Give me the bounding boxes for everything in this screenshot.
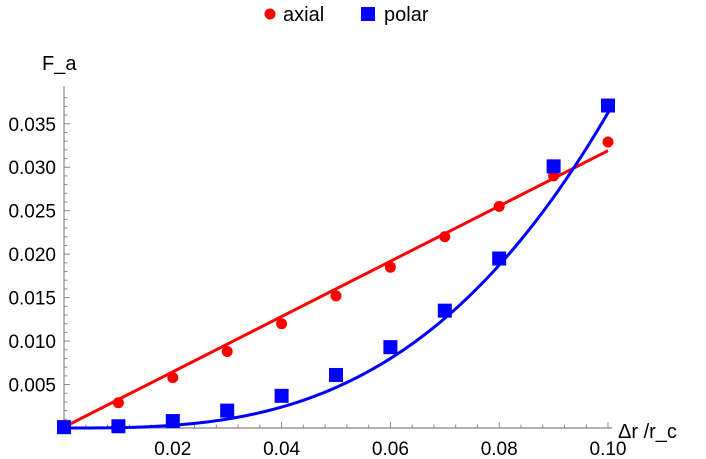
x-tick-label: 0.06 xyxy=(372,439,409,459)
y-tick-label: 0.035 xyxy=(8,115,56,136)
axes: 0.02 0.04 0.06 0.08 0.10 0.005 0.010 0.015 0.020… xyxy=(8,53,676,459)
y-tick-label: 0.010 xyxy=(8,332,56,353)
y-axis-title: F_a xyxy=(42,53,77,75)
axial-point xyxy=(167,372,179,384)
y-tick-label: 0.030 xyxy=(8,158,56,179)
axial-point xyxy=(493,200,505,212)
data-markers xyxy=(57,98,615,435)
fit-lines xyxy=(63,110,611,430)
axial-point xyxy=(276,318,288,330)
x-tick-label: 0.04 xyxy=(263,439,300,459)
polar-point xyxy=(492,251,507,266)
polar-point xyxy=(329,367,343,382)
polar-point xyxy=(546,159,561,174)
axial-point xyxy=(439,231,451,243)
legend-polar-marker xyxy=(361,7,375,21)
polar-point xyxy=(383,340,398,355)
polar-point xyxy=(111,419,126,434)
legend-polar-label: polar xyxy=(384,4,429,26)
y-tick-label: 0.020 xyxy=(8,245,56,266)
axial-point xyxy=(221,346,233,358)
axial-point xyxy=(112,397,124,409)
legend-axial-marker xyxy=(264,8,276,20)
polar-point xyxy=(274,388,289,403)
x-axis-title: Δr /r_c xyxy=(618,421,677,443)
x-tick-label: 0.10 xyxy=(590,439,627,459)
axial-point xyxy=(384,261,396,273)
polar-fit-line xyxy=(64,110,611,430)
polar-point xyxy=(57,420,71,435)
axial-fit-line xyxy=(63,149,609,429)
y-tick-label: 0.025 xyxy=(8,202,56,223)
legend-axial-label: axial xyxy=(283,4,324,26)
polar-point xyxy=(437,303,452,318)
x-tick-label: 0.08 xyxy=(481,439,518,459)
axial-point xyxy=(330,290,342,302)
y-tick-label: 0.005 xyxy=(8,376,56,397)
x-tick-label: 0.02 xyxy=(154,439,191,459)
axial-point xyxy=(602,136,614,148)
legend: axial polar xyxy=(264,4,429,26)
polar-point xyxy=(601,98,615,113)
polar-point xyxy=(165,414,180,429)
polar-point xyxy=(220,403,235,418)
y-tick-label: 0.015 xyxy=(8,289,56,310)
